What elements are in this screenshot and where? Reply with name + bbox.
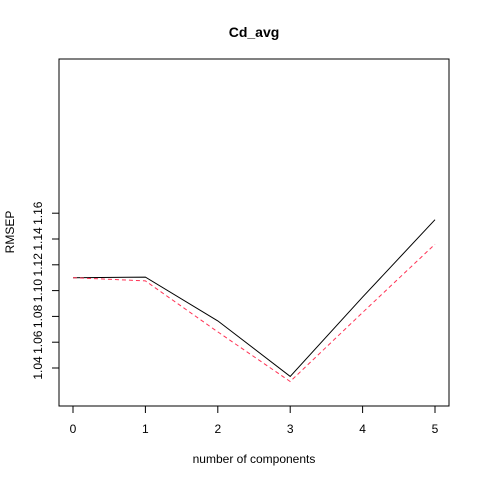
x-tick-label: 0 xyxy=(70,422,77,436)
y-tick-label: 1.08 xyxy=(31,304,45,328)
y-tick-label: 1.10 xyxy=(31,279,45,303)
y-tick-label: 1.12 xyxy=(31,253,45,277)
x-tick-label: 2 xyxy=(214,422,221,436)
series-line-dashed xyxy=(72,243,436,383)
series-layer xyxy=(72,219,436,383)
x-tick-label: 1 xyxy=(142,422,149,436)
y-axis-label: RMSEP xyxy=(3,211,17,254)
x-tick-label: 4 xyxy=(359,422,366,436)
y-tick-label: 1.04 xyxy=(31,356,45,380)
plot-frame xyxy=(58,58,450,407)
x-axis-label: number of components xyxy=(193,452,316,466)
chart-title: Cd_avg xyxy=(229,24,280,40)
x-axis: 0 1 2 3 4 5 xyxy=(70,405,439,436)
series-line-solid xyxy=(72,219,436,378)
y-axis: 1.04 1.06 1.081.10 1.12 1.14 1.16 xyxy=(31,201,60,380)
y-tick-label: 1.06 xyxy=(31,330,45,354)
y-tick-label: 1.16 xyxy=(31,201,45,225)
y-tick-label: 1.14 xyxy=(31,227,45,251)
x-tick-label: 5 xyxy=(432,422,439,436)
x-tick-label: 3 xyxy=(287,422,294,436)
